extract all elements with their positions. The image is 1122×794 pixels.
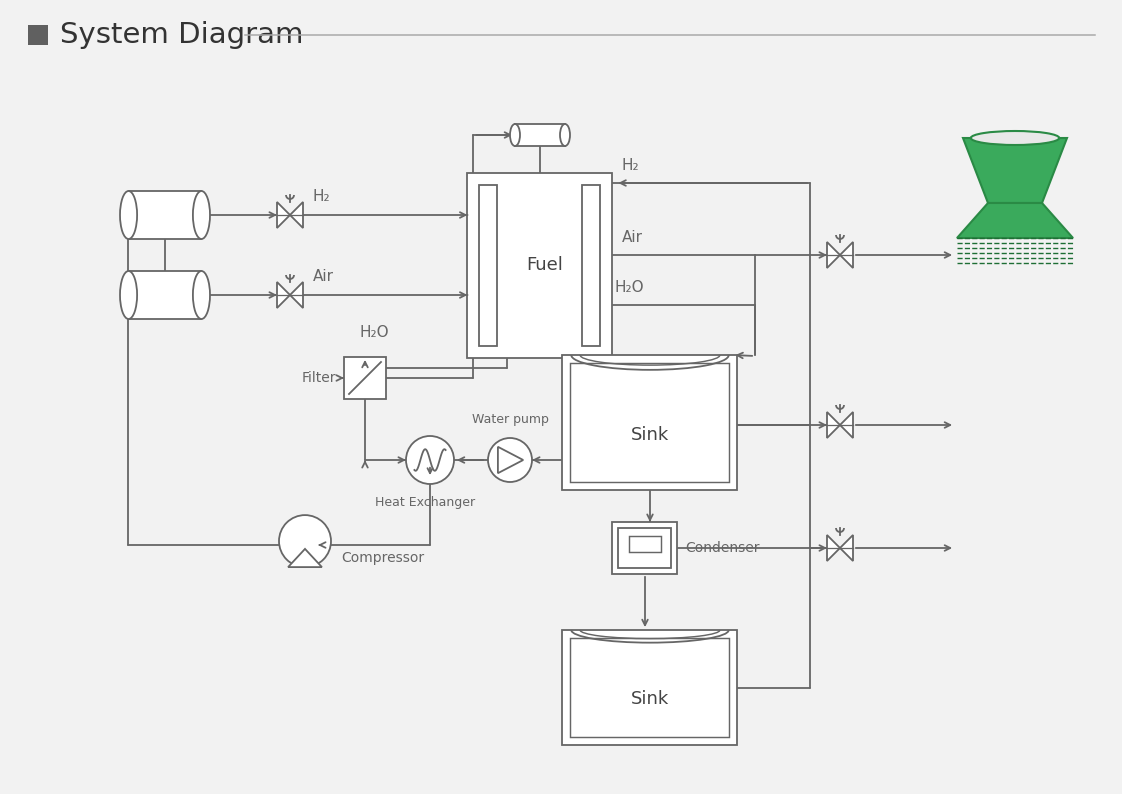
Polygon shape (277, 202, 289, 228)
Polygon shape (277, 282, 289, 308)
Ellipse shape (971, 131, 1059, 145)
Text: Condenser: Condenser (686, 541, 760, 555)
Text: H₂O: H₂O (615, 280, 645, 295)
Text: Sink: Sink (631, 426, 669, 444)
Polygon shape (840, 242, 853, 268)
Bar (28, 25, 48, 45)
Polygon shape (827, 242, 840, 268)
Ellipse shape (511, 124, 519, 146)
Circle shape (488, 438, 532, 482)
Polygon shape (288, 549, 322, 567)
Ellipse shape (193, 271, 210, 319)
Bar (613, 522, 678, 574)
Text: Heat Exchanger: Heat Exchanger (375, 496, 475, 509)
Polygon shape (840, 412, 853, 438)
Bar (479, 184, 497, 345)
Circle shape (279, 515, 331, 567)
Polygon shape (963, 138, 1067, 203)
Bar (562, 630, 737, 745)
Polygon shape (840, 535, 853, 561)
Polygon shape (498, 447, 523, 473)
Bar (344, 357, 386, 399)
Polygon shape (289, 282, 303, 308)
Ellipse shape (120, 271, 137, 319)
Text: Water pump: Water pump (471, 413, 549, 426)
Bar (618, 528, 671, 568)
Text: H₂: H₂ (313, 189, 331, 204)
Polygon shape (827, 412, 840, 438)
Bar (628, 536, 661, 552)
Bar (570, 363, 729, 482)
Circle shape (406, 436, 454, 484)
Polygon shape (289, 202, 303, 228)
Text: Filter: Filter (302, 371, 335, 385)
Text: Air: Air (313, 269, 334, 284)
Ellipse shape (560, 124, 570, 146)
Bar (129, 191, 202, 239)
Ellipse shape (193, 191, 210, 239)
Bar (129, 271, 202, 319)
Ellipse shape (120, 191, 137, 239)
Text: Compressor: Compressor (341, 551, 424, 565)
Bar (570, 638, 729, 737)
Polygon shape (957, 203, 1073, 238)
Text: Fuel: Fuel (526, 256, 563, 274)
Bar (515, 124, 565, 146)
Bar (562, 355, 737, 490)
Text: H₂: H₂ (622, 158, 640, 173)
Text: System Diagram: System Diagram (59, 21, 303, 49)
Bar (582, 184, 600, 345)
Bar (468, 172, 613, 357)
Text: Sink: Sink (631, 691, 669, 708)
Text: H₂O: H₂O (360, 325, 389, 340)
Polygon shape (827, 535, 840, 561)
Text: Air: Air (622, 230, 643, 245)
